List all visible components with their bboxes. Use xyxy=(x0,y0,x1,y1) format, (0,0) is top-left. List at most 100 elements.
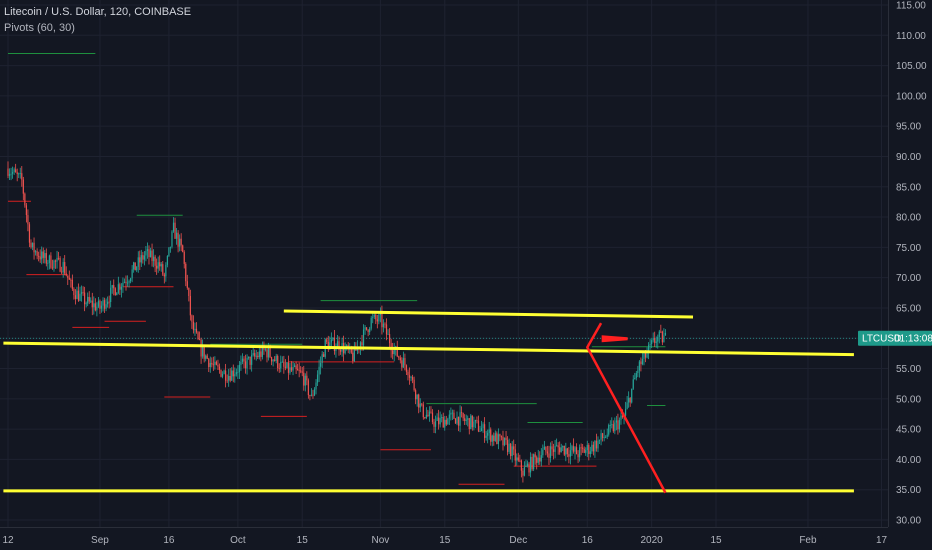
x-tick-label: 15 xyxy=(710,535,722,546)
candle-body xyxy=(336,341,339,348)
candle-body xyxy=(194,328,196,331)
candle-body xyxy=(503,437,506,446)
candle-body xyxy=(238,364,241,373)
candle-body xyxy=(68,277,70,280)
candle-body xyxy=(626,402,628,409)
projection-arrow[interactable] xyxy=(586,322,667,494)
candle-body xyxy=(122,282,124,287)
candle-body xyxy=(479,431,481,432)
candle-body xyxy=(603,437,605,439)
candle-body xyxy=(100,305,103,309)
y-tick-label: 50.00 xyxy=(896,394,921,405)
y-tick-label: 70.00 xyxy=(896,273,921,284)
candle-body xyxy=(575,447,578,455)
candle-body xyxy=(171,231,173,247)
candle-body xyxy=(467,418,469,420)
candle-body xyxy=(120,286,123,290)
candle-body xyxy=(450,412,452,415)
candle-body xyxy=(31,242,34,248)
candle-body xyxy=(533,454,535,470)
candle-body xyxy=(600,433,602,440)
candle-body xyxy=(197,332,199,340)
candle-body xyxy=(41,251,43,260)
candle-body xyxy=(182,245,184,252)
candle-body xyxy=(241,358,244,362)
candle-body xyxy=(186,281,188,288)
candle-body xyxy=(588,444,590,455)
candle-body xyxy=(329,342,331,350)
y-tick-label: 100.00 xyxy=(896,91,927,102)
candle-body xyxy=(407,371,409,376)
candle-body xyxy=(664,332,667,336)
y-tick-label: 45.00 xyxy=(896,425,921,436)
candle-body xyxy=(289,367,291,373)
candle-body xyxy=(601,433,604,438)
candle-body xyxy=(513,446,515,450)
candle-body xyxy=(539,457,541,462)
candle-body xyxy=(612,424,614,432)
candle-body xyxy=(379,313,381,315)
candle-body xyxy=(223,370,225,375)
y-tick-label: 90.00 xyxy=(896,152,921,163)
candle-body xyxy=(24,193,26,206)
candle-body xyxy=(418,394,420,408)
candle-body xyxy=(266,349,268,358)
candle-body xyxy=(189,295,191,316)
candle-body xyxy=(572,446,575,452)
candle-body xyxy=(433,422,435,427)
y-tick-label: 35.00 xyxy=(896,485,921,496)
candle-body xyxy=(272,359,274,362)
candle-body xyxy=(261,346,263,357)
candle-body xyxy=(45,253,47,264)
candle-body xyxy=(293,365,296,368)
candle-body xyxy=(556,445,558,447)
y-tick-label: 95.00 xyxy=(896,122,921,133)
candle-body xyxy=(376,319,378,322)
candle-body xyxy=(442,417,444,428)
candle-body xyxy=(641,358,644,365)
trendlines[interactable] xyxy=(3,309,854,493)
candle-body xyxy=(202,346,204,357)
candle-body xyxy=(526,463,529,467)
candle-body xyxy=(657,336,659,342)
candle-body xyxy=(493,435,495,441)
candle-body xyxy=(90,300,92,302)
candle-body xyxy=(485,435,487,438)
candle-body xyxy=(39,256,41,260)
candle-body xyxy=(270,357,273,362)
price-tag-countdown: 01:13:08 xyxy=(894,334,932,345)
candle-body xyxy=(459,412,461,426)
symbol-title[interactable]: Litecoin / U.S. Dollar, 120, COINBASE xyxy=(4,6,192,18)
candle-body xyxy=(96,306,98,311)
candle-body xyxy=(424,417,426,418)
candle-body xyxy=(649,344,651,346)
candle-body xyxy=(129,278,132,282)
candle-body xyxy=(286,362,288,368)
candle-body xyxy=(402,358,404,368)
candle-body xyxy=(583,448,585,453)
candle-body xyxy=(71,279,73,289)
candle-body xyxy=(431,412,434,423)
candle-body xyxy=(413,379,415,391)
candle-body xyxy=(531,456,533,470)
candle-body xyxy=(143,255,145,260)
time-axis[interactable]: 12 Sep 16 Oct 15 Nov 15 Dec 16 2020 15 Feb 17 xyxy=(2,535,887,546)
candle-body xyxy=(221,374,224,377)
candle-body xyxy=(215,361,218,365)
candle-body xyxy=(536,457,538,463)
candle-body xyxy=(330,339,332,343)
candle-body xyxy=(10,173,12,175)
candle-body xyxy=(134,262,136,271)
candle-body xyxy=(511,446,513,457)
candle-body xyxy=(494,433,496,441)
indicator-label[interactable]: Pivots (60, 30) xyxy=(4,22,75,34)
candle-body xyxy=(136,266,138,271)
candle-body xyxy=(359,342,362,349)
candle-body xyxy=(491,435,493,442)
candle-body xyxy=(577,454,579,458)
candle-body xyxy=(597,440,599,449)
price-axis[interactable]: 115.00 110.00 105.00 100.00 95.00 90.00 85.00 8… xyxy=(896,1,927,527)
candle-body xyxy=(44,253,46,258)
candle-body xyxy=(554,445,556,452)
